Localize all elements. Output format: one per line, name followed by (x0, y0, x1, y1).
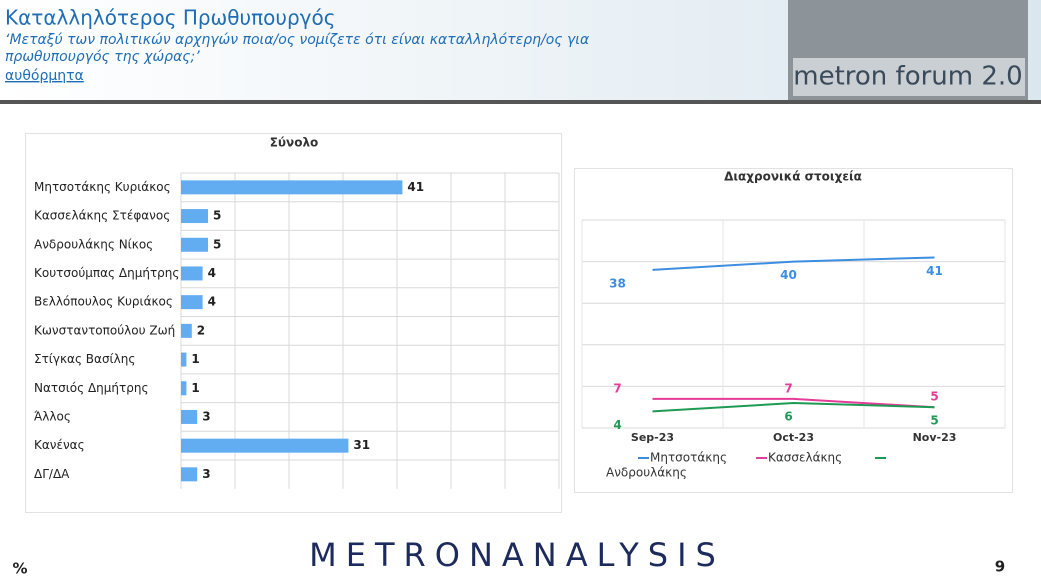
logo-text: metron forum 2.0 (793, 62, 1022, 92)
bar (181, 438, 349, 453)
bar (181, 180, 403, 195)
category-label: Νατσιός Δημήτρης (34, 381, 149, 395)
brand: METRONANALYSIS (309, 536, 725, 574)
x-tick-label: Nov-23 (913, 431, 957, 444)
page-number: 9 (995, 558, 1005, 576)
category-label: Άλλος (34, 409, 71, 423)
data-label: 4 (613, 418, 621, 432)
data-label: 3 (202, 409, 210, 423)
subtitle: ‘Μεταξύ των πολιτικών αρχηγών ποια/ος νο… (5, 32, 590, 65)
category-label: Στίγκας Βασίλης (34, 352, 135, 366)
chart-title: Σύνολο (270, 136, 319, 150)
series-line (652, 397, 935, 409)
header-rule (0, 100, 1041, 104)
data-label: 3 (202, 467, 210, 481)
subtitle-box: ‘Μεταξύ των πολιτικών αρχηγών ποια/ος νο… (5, 32, 590, 65)
category-label: Κουτσούμπας Δημήτρης (34, 266, 179, 280)
data-label: 4 (208, 266, 216, 280)
category-label: Ανδρουλάκης Νίκος (34, 237, 153, 251)
data-label: 7 (613, 381, 621, 395)
note: αυθόρμητα (5, 68, 84, 84)
data-label: 38 (609, 276, 626, 290)
legend-label: Κασσελάκης (768, 451, 842, 465)
title: Καταλληλότερος Πρωθυπουργός (5, 6, 335, 30)
data-label: 7 (784, 381, 792, 395)
data-label: 40 (780, 268, 797, 282)
x-tick-label: Sep-23 (631, 431, 674, 444)
bar (181, 409, 198, 424)
category-label: Κανένας (34, 438, 85, 452)
line-panel (574, 168, 1013, 493)
data-label: 1 (191, 381, 199, 395)
bar (181, 352, 187, 367)
bar (181, 266, 203, 281)
data-label: 41 (926, 264, 943, 278)
logo-plate (793, 58, 1025, 96)
data-label: 41 (407, 180, 424, 194)
category-label: Κασσελάκης Στέφανος (34, 209, 170, 223)
bar (181, 467, 198, 482)
series-line (652, 402, 935, 413)
category-label: Μητσοτάκης Κυριάκος (34, 180, 171, 194)
chart-title: Διαχρονικά στοιχεία (724, 170, 862, 184)
legend-label: Ανδρουλάκης (606, 466, 687, 480)
bar (181, 323, 192, 338)
bar (181, 209, 208, 224)
data-label: 5 (213, 237, 221, 251)
bar (181, 381, 187, 396)
bar (181, 237, 208, 252)
category-label: Βελλόπουλος Κυριάκος (34, 295, 173, 309)
category-label: ΔΓ/ΔΑ (34, 467, 70, 481)
legend-label: Μητσοτάκης (650, 451, 727, 465)
x-tick-label: Oct-23 (773, 431, 814, 444)
data-label: 5 (930, 390, 938, 404)
data-label: 6 (784, 410, 792, 424)
data-label: 5 (930, 414, 938, 428)
category-label: Κωνσταντοπούλου Ζωή (34, 323, 175, 337)
data-label: 1 (191, 352, 199, 366)
data-label: 5 (213, 209, 221, 223)
data-label: 31 (353, 438, 370, 452)
series-line (652, 256, 935, 271)
unit: % (12, 560, 27, 578)
data-label: 2 (197, 323, 205, 337)
bar (181, 295, 203, 310)
data-label: 4 (208, 295, 216, 309)
